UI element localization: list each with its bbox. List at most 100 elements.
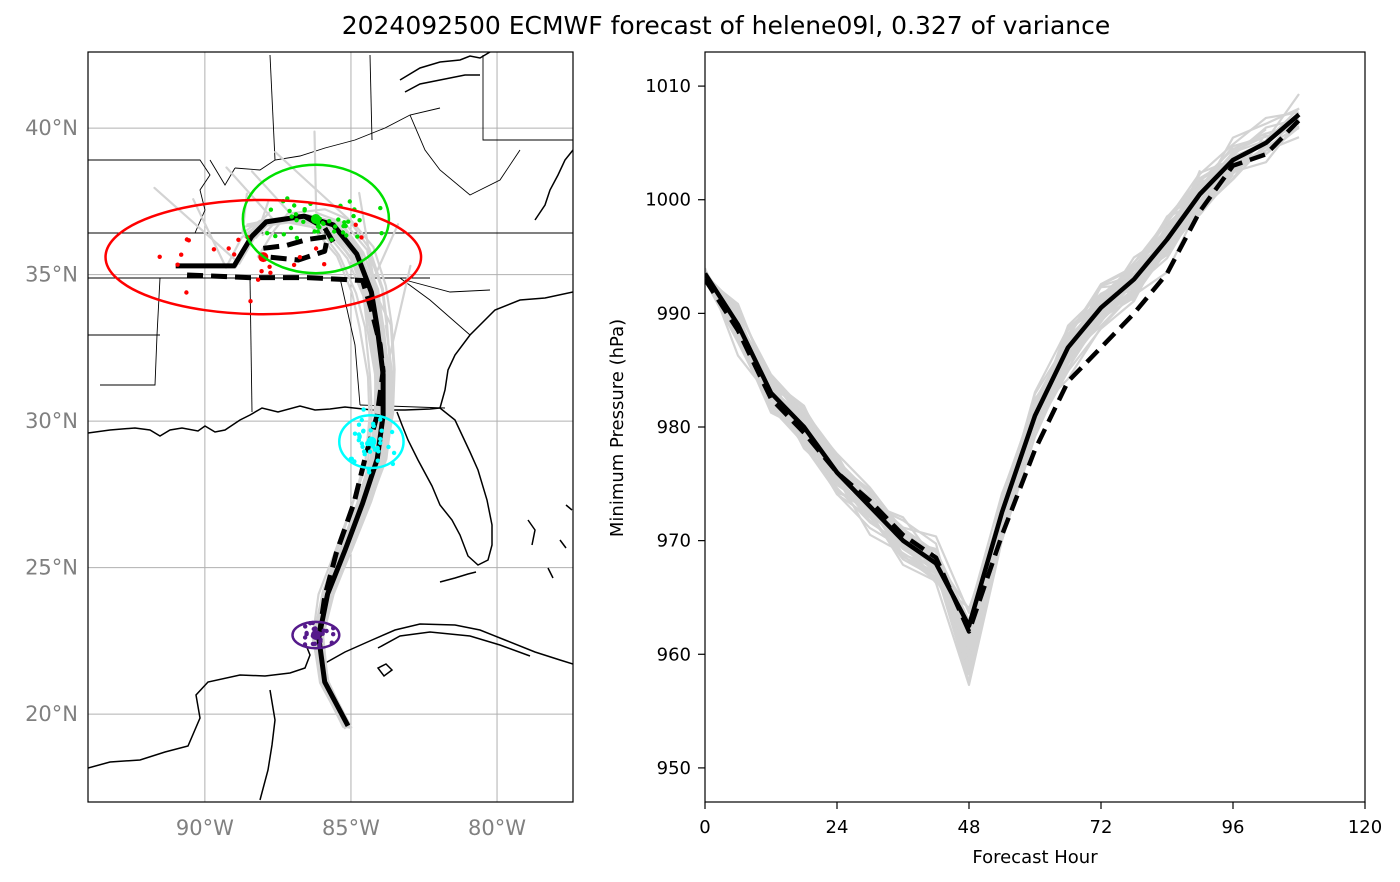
ensemble-position-t48 bbox=[376, 449, 381, 454]
border-in-oh bbox=[369, 54, 373, 141]
border-mo-ar bbox=[88, 159, 211, 234]
mean-position-t24 bbox=[310, 213, 321, 224]
ensemble-position-t48 bbox=[359, 417, 364, 423]
ensemble-position-t72 bbox=[353, 222, 358, 227]
yucatan-coastline bbox=[88, 644, 311, 769]
ensemble-position-t48 bbox=[361, 407, 366, 412]
figure-title: 2024092500 ECMWF forecast of helene09l, … bbox=[341, 11, 1111, 40]
border-ms-la bbox=[100, 277, 161, 386]
ensemble-position-t24 bbox=[357, 218, 362, 223]
ensemble-position-t48 bbox=[356, 432, 362, 437]
ensemble-position-t24 bbox=[288, 225, 294, 231]
ensemble-position-t48 bbox=[367, 449, 373, 454]
ensemble-position-t24 bbox=[327, 219, 332, 224]
ensemble-position-t0 bbox=[302, 635, 308, 640]
border-pa bbox=[482, 55, 573, 141]
ensemble-position-t72 bbox=[184, 290, 189, 295]
mean-position-t0 bbox=[310, 630, 321, 641]
ensemble-position-t72 bbox=[322, 262, 327, 267]
ensemble-position-t72 bbox=[248, 299, 253, 304]
great-lakes-coastline bbox=[399, 52, 491, 93]
ensemble-position-t72 bbox=[175, 262, 180, 267]
ensemble-position-t24 bbox=[312, 229, 317, 234]
ensemble-position-t72 bbox=[359, 235, 364, 240]
ensemble-position-t72 bbox=[259, 269, 264, 274]
mean-pressure-dashed bbox=[705, 118, 1301, 634]
ensemble-position-t72 bbox=[232, 252, 237, 257]
border-wv-va bbox=[409, 114, 521, 196]
ensemble-pressure-line bbox=[705, 127, 1300, 638]
y-tick-label: 990 bbox=[657, 303, 691, 324]
border-al-ms bbox=[249, 277, 253, 413]
mean-track-dashed bbox=[262, 234, 331, 263]
y-tick-label: 1000 bbox=[645, 190, 691, 211]
map-y-tick-label: 40°N bbox=[25, 116, 78, 140]
belize-coastline bbox=[259, 689, 276, 801]
pressure-panel: 0 24 48 72 96 120 950 960 970 980 990 1000 1010 Fore… bbox=[607, 51, 1382, 868]
map-position-points bbox=[157, 196, 397, 648]
ensemble-position-t24 bbox=[347, 199, 352, 204]
isle-of-youth bbox=[376, 663, 394, 678]
ensemble-track bbox=[255, 217, 378, 729]
border-il-in bbox=[269, 54, 276, 161]
atlantic-coastline bbox=[439, 291, 573, 409]
ensemble-position-t0 bbox=[317, 642, 322, 648]
x-tick-label: 120 bbox=[1348, 817, 1382, 838]
border-al-ga bbox=[339, 277, 361, 406]
mean-track-dashed bbox=[181, 272, 386, 639]
ensemble-position-t24 bbox=[294, 235, 300, 241]
ensemble-position-t0 bbox=[304, 630, 309, 636]
y-tick-label: 950 bbox=[657, 758, 691, 779]
ensemble-position-t24 bbox=[340, 230, 346, 235]
ensemble-position-t24 bbox=[329, 237, 334, 242]
ensemble-position-t24 bbox=[351, 213, 356, 219]
x-tick-label: 24 bbox=[826, 817, 849, 838]
ensemble-position-t24 bbox=[315, 224, 321, 229]
ensemble-position-t48 bbox=[378, 440, 383, 446]
ensemble-position-t72 bbox=[268, 270, 273, 275]
y-tick-label: 970 bbox=[657, 531, 691, 552]
cuba-coastline bbox=[319, 623, 573, 667]
mean-pressure-solid bbox=[705, 112, 1301, 629]
cuba-north-coast bbox=[377, 631, 531, 657]
x-axis-label: Forecast Hour bbox=[972, 847, 1098, 868]
ensemble-position-t24 bbox=[355, 234, 360, 239]
ensemble-position-t72 bbox=[179, 252, 184, 257]
ensemble-track bbox=[321, 240, 396, 728]
ensemble-position-t24 bbox=[302, 207, 307, 212]
ensemble-position-t24 bbox=[293, 212, 299, 217]
map-x-tick-label: 80°W bbox=[468, 816, 526, 840]
ensemble-position-t24 bbox=[292, 203, 297, 208]
chesapeake-coastline bbox=[534, 149, 573, 221]
map-tick-labels: 90°W 85°W 80°W 20°N 25°N 30°N 35°N 40°N bbox=[25, 116, 526, 840]
ensemble-position-t0 bbox=[311, 626, 316, 632]
map-x-tick-label: 85°W bbox=[322, 816, 380, 840]
ensemble-position-t0 bbox=[331, 632, 336, 637]
ensemble-position-t48 bbox=[379, 428, 384, 433]
border-ga-fl bbox=[359, 404, 446, 409]
pressure-tick-labels: 0 24 48 72 96 120 950 960 970 980 990 1000 1010 bbox=[645, 76, 1382, 838]
ensemble-pressure-line bbox=[705, 153, 1234, 611]
ensemble-position-t24 bbox=[321, 221, 326, 226]
ensemble-position-t24 bbox=[346, 219, 351, 224]
x-tick-label: 96 bbox=[1222, 817, 1245, 838]
track-map-panel: 90°W 85°W 80°W 20°N 25°N 30°N 35°N 40°N bbox=[25, 51, 574, 840]
ensemble-position-t0 bbox=[303, 624, 308, 629]
ensemble-position-t48 bbox=[378, 417, 383, 422]
map-y-tick-label: 20°N bbox=[25, 702, 78, 726]
ensemble-position-t72 bbox=[313, 246, 319, 251]
ensemble-pressure-line bbox=[705, 191, 1201, 658]
ensemble-position-t24 bbox=[342, 220, 347, 225]
ensemble-position-t48 bbox=[375, 458, 380, 463]
ensemble-position-t24 bbox=[315, 229, 320, 234]
ensemble-position-t24 bbox=[287, 208, 292, 214]
map-uncertainty-ellipses bbox=[104, 163, 423, 650]
map-gridlines bbox=[88, 52, 573, 802]
ensemble-position-t72 bbox=[267, 264, 272, 269]
ensemble-position-t48 bbox=[359, 441, 365, 446]
ensemble-position-t48 bbox=[356, 422, 362, 427]
ensemble-pressure-line bbox=[705, 126, 1300, 646]
ensemble-position-t72 bbox=[255, 277, 261, 282]
pressure-ensemble-lines bbox=[705, 93, 1300, 687]
